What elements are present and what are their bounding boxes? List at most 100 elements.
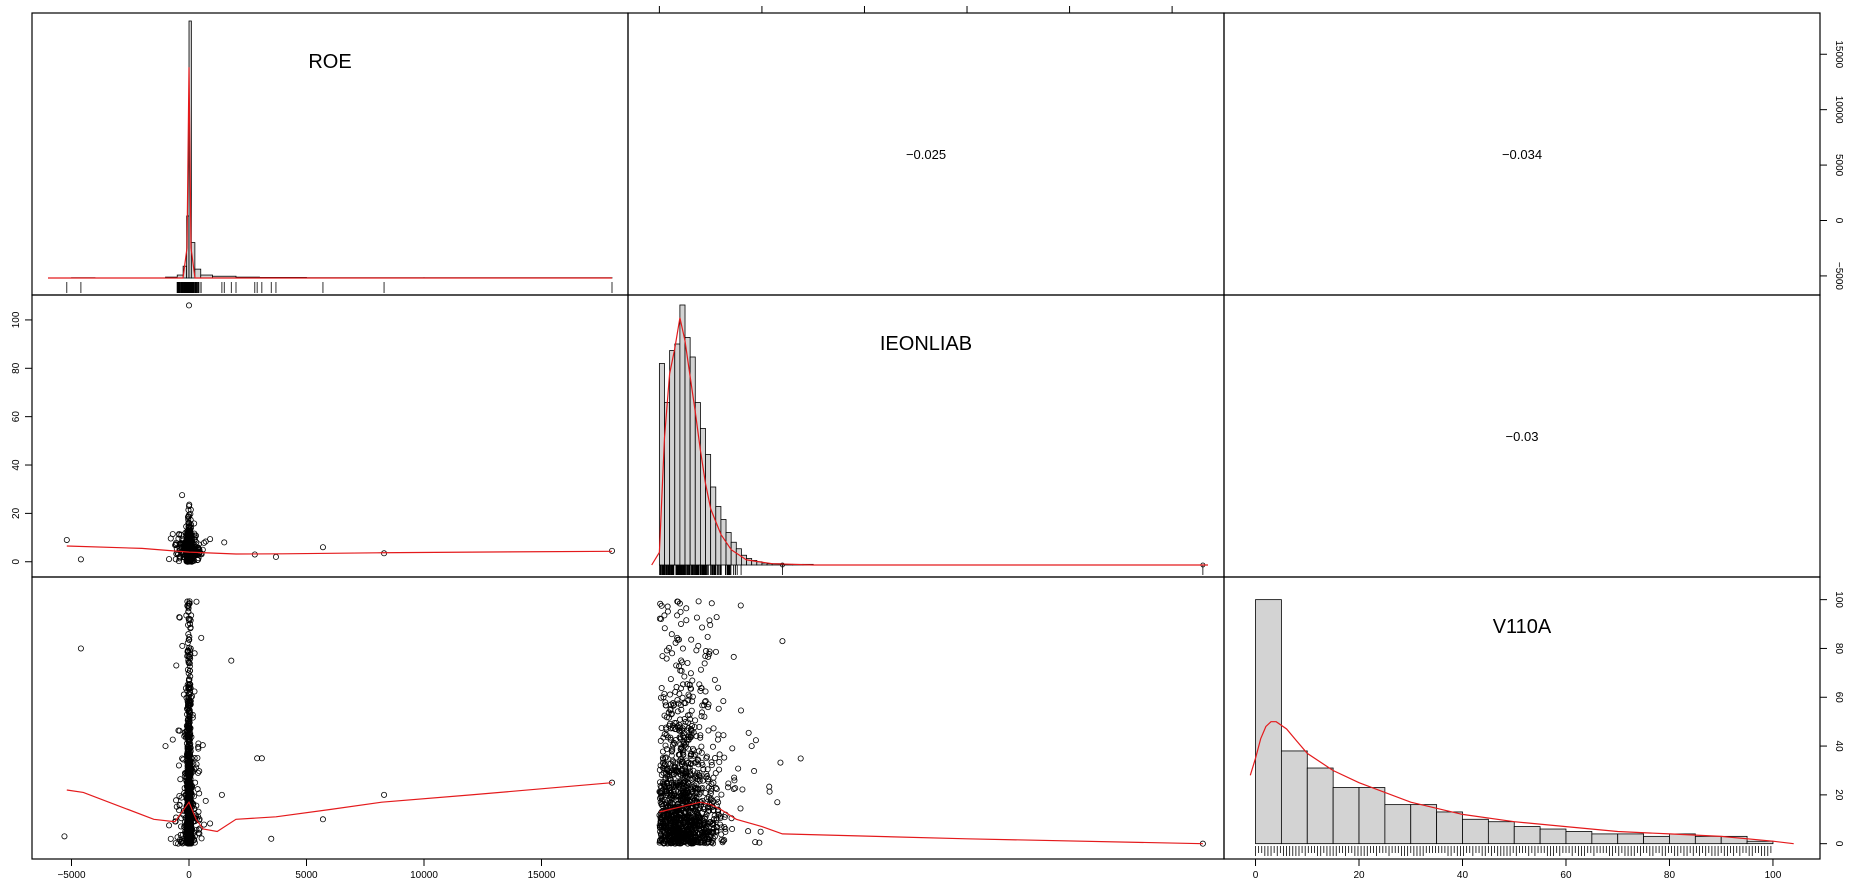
point-ieonliab-v110a	[695, 748, 702, 755]
density-ieonliab	[651, 317, 1208, 566]
hist-v110a-bar	[1280, 750, 1308, 845]
point-ieonliab-v110a	[766, 783, 773, 790]
point-roe-v110a	[191, 755, 198, 762]
point-ieonliab-v110a	[678, 657, 685, 664]
point-roe-ieonliab	[176, 530, 183, 537]
point-ieonliab-v110a	[684, 660, 691, 667]
point-ieonliab-v110a	[669, 745, 676, 752]
point-ieonliab-v110a	[688, 760, 695, 767]
point-ieonliab-v110a	[681, 700, 688, 707]
point-ieonliab-v110a	[706, 648, 713, 655]
point-roe-v110a	[198, 634, 205, 641]
point-ieonliab-v110a	[675, 636, 682, 643]
point-roe-v110a	[179, 642, 186, 649]
point-ieonliab-v110a	[679, 749, 686, 756]
point-roe-v110a	[175, 762, 182, 769]
point-roe-ieonliab	[185, 503, 192, 510]
point-ieonliab-v110a	[673, 662, 680, 669]
y-axis-ieonliab-tick-label: 80	[11, 362, 22, 374]
point-roe-ieonliab	[186, 511, 193, 518]
point-roe-v110a	[186, 809, 193, 816]
point-ieonliab-v110a	[715, 684, 722, 691]
hist-v110a-bar	[1746, 840, 1774, 845]
point-ieonliab-v110a	[681, 771, 688, 778]
point-roe-v110a	[186, 737, 193, 744]
point-ieonliab-v110a	[663, 702, 670, 709]
x-axis-roe-tick-label: −5000	[57, 870, 86, 881]
point-ieonliab-v110a	[682, 790, 689, 797]
hist-v110a-bar	[1565, 831, 1593, 845]
smoother-roe-ieonliab	[66, 545, 613, 555]
point-ieonliab-v110a	[679, 694, 686, 701]
point-ieonliab-v110a	[666, 644, 673, 651]
point-ieonliab-v110a	[729, 826, 736, 833]
point-ieonliab-v110a	[693, 614, 700, 621]
point-roe-v110a	[184, 666, 191, 673]
point-roe-v110a	[186, 839, 193, 846]
point-ieonliab-v110a	[737, 707, 744, 714]
point-ieonliab-v110a	[668, 710, 675, 717]
point-ieonliab-v110a	[659, 653, 666, 660]
point-roe-v110a	[176, 614, 183, 621]
point-roe-v110a	[175, 727, 182, 734]
point-ieonliab-v110a	[721, 814, 728, 821]
point-ieonliab-v110a	[682, 791, 689, 798]
point-ieonliab-v110a	[674, 598, 681, 605]
point-ieonliab-v110a	[672, 737, 679, 744]
point-roe-v110a	[186, 617, 193, 624]
point-ieonliab-v110a	[658, 685, 665, 692]
point-roe-v110a	[177, 776, 184, 783]
point-ieonliab-v110a	[716, 751, 723, 758]
x-axis-v110a-tick-label: 0	[1253, 870, 1259, 881]
point-ieonliab-v110a	[681, 839, 688, 846]
point-ieonliab-v110a	[659, 748, 666, 755]
point-ieonliab-v110a	[689, 788, 696, 795]
point-ieonliab-v110a	[679, 829, 686, 836]
point-roe-v110a	[166, 822, 173, 829]
smoother-roe-v110a	[66, 782, 613, 833]
point-roe-ieonliab	[188, 532, 195, 539]
point-ieonliab-v110a	[657, 819, 664, 826]
point-roe-v110a	[201, 821, 208, 828]
point-ieonliab-v110a	[661, 782, 668, 789]
point-roe-v110a	[193, 598, 200, 605]
y-axis-v110a-right-tick-label: 80	[1833, 643, 1844, 655]
point-ieonliab-v110a	[714, 796, 721, 803]
hist-v110a-bar	[1255, 599, 1282, 845]
diag-label-v110a: V110A	[1493, 616, 1552, 638]
point-ieonliab-v110a	[689, 693, 696, 700]
point-ieonliab-v110a	[672, 639, 679, 646]
point-ieonliab-v110a	[679, 759, 686, 766]
y-axis-ieonliab-tick-label: 100	[11, 311, 22, 328]
point-ieonliab-v110a	[752, 839, 759, 846]
point-ieonliab-v110a	[713, 614, 720, 621]
point-ieonliab-v110a	[680, 752, 687, 759]
point-ieonliab-v110a	[697, 734, 704, 741]
point-ieonliab-v110a	[675, 700, 682, 707]
point-roe-ieonliab	[185, 519, 192, 526]
point-roe-v110a	[185, 771, 192, 778]
point-ieonliab-v110a	[676, 663, 683, 670]
point-ieonliab-v110a	[705, 727, 712, 734]
x-axis-v110a-tick-label: 80	[1664, 870, 1676, 881]
point-ieonliab-v110a	[698, 713, 705, 720]
point-ieonliab-v110a	[689, 795, 696, 802]
rug-layer	[66, 282, 1772, 856]
point-ieonliab-v110a	[703, 774, 710, 781]
point-ieonliab-v110a	[694, 806, 701, 813]
point-ieonliab-v110a	[706, 834, 713, 841]
point-roe-v110a	[194, 754, 201, 761]
point-ieonliab-v110a	[683, 816, 690, 823]
point-roe-ieonliab	[185, 302, 192, 309]
point-roe-ieonliab	[195, 551, 202, 558]
point-ieonliab-v110a	[748, 743, 755, 750]
point-ieonliab-v110a	[777, 759, 784, 766]
point-ieonliab-v110a	[671, 701, 678, 708]
point-ieonliab-v110a	[706, 651, 713, 658]
panel-frames-layer	[31, 12, 1821, 860]
point-ieonliab-v110a	[693, 781, 700, 788]
point-ieonliab-v110a	[686, 681, 693, 688]
point-roe-v110a	[167, 835, 174, 842]
point-ieonliab-v110a	[666, 769, 673, 776]
